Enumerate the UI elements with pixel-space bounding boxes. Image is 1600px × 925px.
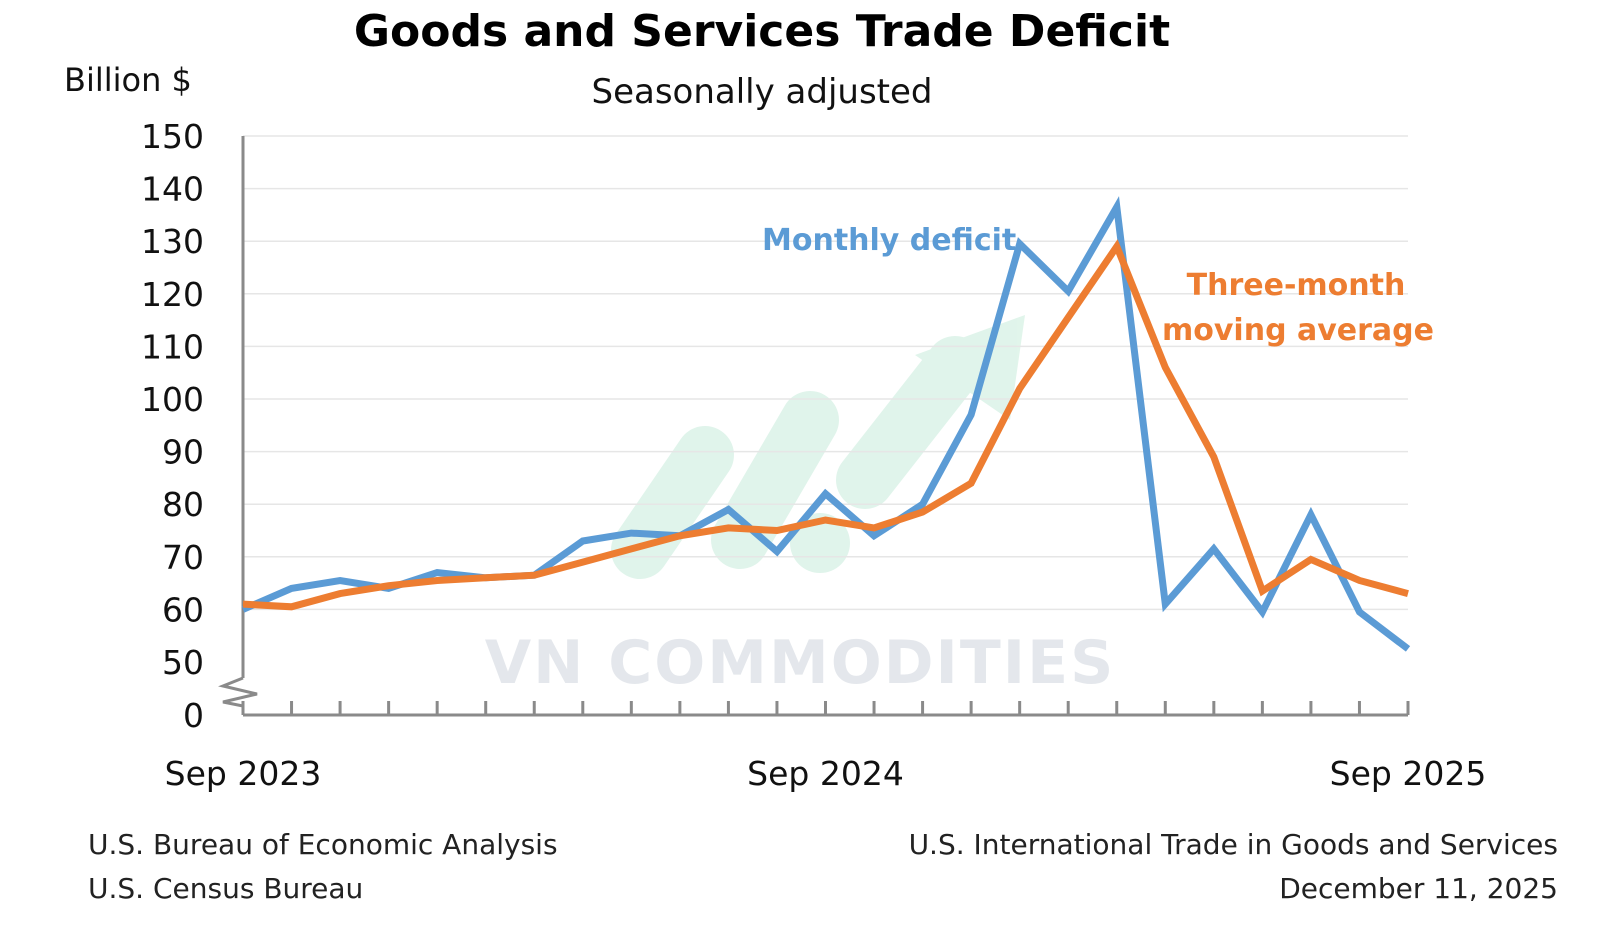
y-tick-label: 90 (162, 433, 204, 472)
axes (218, 136, 1410, 717)
y-tick-label: 70 (162, 538, 204, 577)
y-tick-label: 120 (141, 275, 204, 314)
x-tick-label: Sep 2023 (165, 754, 322, 793)
chart-title: Goods and Services Trade Deficit (354, 6, 1170, 57)
series-label-moving-average-line1: Three-month (1187, 268, 1406, 303)
series-label-monthly-deficit: Monthly deficit (762, 223, 1016, 258)
y-axis-break (218, 676, 258, 715)
y-tick-label: 150 (141, 117, 204, 156)
series-line-monthly-deficit (241, 196, 1411, 652)
y-axis-label: Billion $ (64, 61, 192, 99)
watermark-text: VN COMMODITIES (485, 628, 1116, 698)
y-tick-label: 60 (162, 590, 204, 629)
series-lines (241, 196, 1411, 652)
y-tick-labels: 0 50 60 70 80 90 100 110 120 130 140 150 (141, 117, 204, 735)
watermark: VN COMMODITIES (485, 315, 1116, 698)
y-tick-label: 100 (141, 380, 204, 419)
source-census: U.S. Census Bureau (88, 872, 363, 905)
x-tick-labels: Sep 2023 Sep 2024 Sep 2025 (165, 754, 1487, 793)
y-tick-label: 130 (141, 222, 204, 261)
rising-arrow-logo (611, 315, 1025, 579)
source-report-title: U.S. International Trade in Goods and Se… (909, 828, 1558, 861)
source-bea: U.S. Bureau of Economic Analysis (88, 828, 558, 861)
y-tick-label: 50 (162, 643, 204, 682)
x-tick-label: Sep 2024 (747, 754, 904, 793)
chart-subtitle: Seasonally adjusted (591, 72, 932, 112)
y-tick-label: 80 (162, 485, 204, 524)
gridlines (243, 135, 1408, 611)
y-tick-label: 110 (141, 327, 204, 366)
x-tick-label: Sep 2025 (1330, 754, 1487, 793)
series-label-moving-average-line2: moving average (1162, 313, 1434, 348)
source-release-date: December 11, 2025 (1279, 872, 1558, 905)
y-tick-label: 0 (183, 696, 204, 735)
y-tick-label: 140 (141, 170, 204, 209)
series-line-moving-average (242, 239, 1409, 611)
